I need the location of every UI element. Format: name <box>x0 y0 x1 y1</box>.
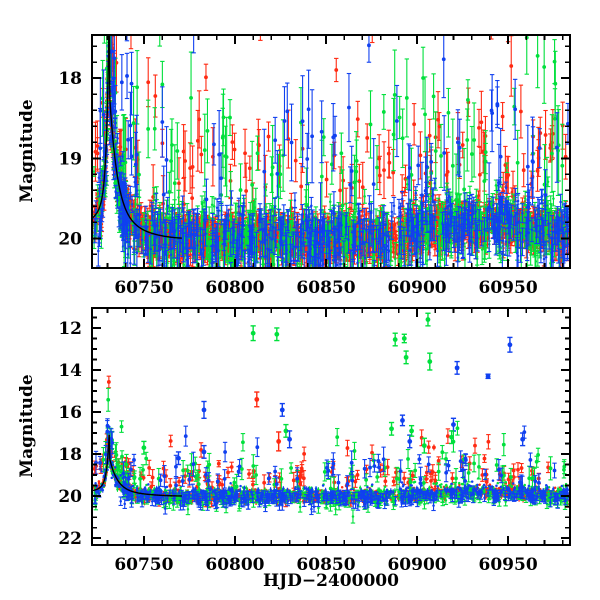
x-tick-label: 60750 <box>114 278 173 298</box>
x-tick-label: 60750 <box>114 555 173 575</box>
y-tick-label: 19 <box>58 149 82 169</box>
top-panel-ticks <box>92 35 570 268</box>
bottom-panel-ticks <box>92 308 570 545</box>
x-axis-title: HJD−2400000 <box>263 571 399 591</box>
y-tick-label: 16 <box>58 403 82 423</box>
top-panel: 60750 60800 60850 60900 60950 18 19 20 Magnitu… <box>17 33 572 298</box>
top-panel-smooth-fit <box>92 35 182 239</box>
x-tick-label: 60850 <box>296 278 355 298</box>
x-tick-label: 60950 <box>479 555 538 575</box>
top-panel-frame <box>90 33 572 270</box>
bottom-panel-y-axis-title: Magnitude <box>17 374 37 478</box>
y-tick-label: 18 <box>58 445 82 465</box>
x-tick-label: 60900 <box>387 555 446 575</box>
bottom-panel-y-tick-labels: 12 14 16 18 20 22 <box>58 319 82 549</box>
x-tick-label: 60950 <box>479 278 538 298</box>
bottom-panel-frame <box>90 306 572 547</box>
top-panel-y-axis-title: Magnitude <box>17 99 37 203</box>
x-tick-label: 60800 <box>205 555 264 575</box>
x-tick-label: 60800 <box>205 278 264 298</box>
top-panel-points <box>92 35 570 268</box>
bottom-panel-points <box>92 312 570 524</box>
y-tick-label: 14 <box>58 361 82 381</box>
y-tick-label: 20 <box>58 229 82 249</box>
bottom-panel-x-tick-labels: 60750 60800 60850 60900 60950 <box>114 555 538 575</box>
y-tick-label: 18 <box>58 69 82 89</box>
bottom-panel: 60750 60800 60850 60900 60950 12 14 16 18 20 22 M… <box>17 306 572 591</box>
top-panel-y-tick-labels: 18 19 20 <box>58 69 82 249</box>
y-tick-label: 22 <box>58 529 82 549</box>
y-tick-label: 12 <box>58 319 82 339</box>
top-panel-x-tick-labels: 60750 60800 60850 60900 60950 <box>114 278 538 298</box>
x-tick-label: 60900 <box>387 278 446 298</box>
x-tick-label: 60850 <box>296 555 355 575</box>
bottom-panel-smooth-fit <box>92 434 182 497</box>
y-tick-label: 20 <box>58 487 82 507</box>
